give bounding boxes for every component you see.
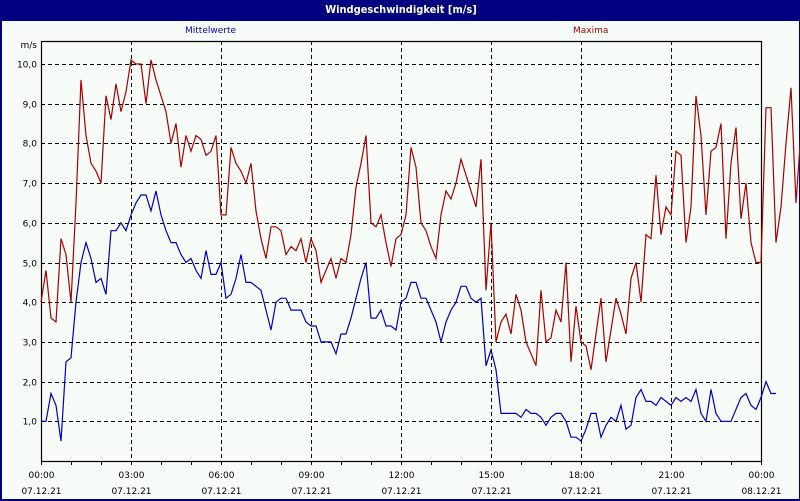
chart-canvas: Mittelwerte Maxima — [2, 21, 799, 499]
y-tick-label: 1,0 — [23, 418, 38, 428]
x-tick-date: 07.12.21 — [291, 487, 331, 497]
y-tick-label: 4,0 — [23, 299, 38, 309]
legend-mean: Mittelwerte — [185, 26, 237, 36]
y-tick-label: 9,0 — [23, 101, 38, 111]
y-axis-unit: m/s — [21, 41, 38, 51]
series-line-mittelwerte — [41, 190, 776, 443]
x-tick-time: 18:00 — [569, 471, 595, 481]
legend-max: Maxima — [573, 26, 609, 36]
x-tick-date: 07.12.21 — [111, 487, 151, 497]
y-tick-label: 7,0 — [23, 180, 38, 190]
x-tick-time: 06:00 — [209, 471, 235, 481]
x-tick-time: 03:00 — [119, 471, 145, 481]
x-tick-date: 07.12.21 — [201, 487, 241, 497]
x-tick-date: 07.12.21 — [21, 487, 61, 497]
series-line-maxima — [40, 58, 800, 370]
x-tick-time: 21:00 — [659, 471, 685, 481]
x-tick-time: 09:00 — [299, 471, 325, 481]
x-tick-date: 08.12.21 — [741, 487, 781, 497]
x-tick-date: 07.12.21 — [561, 487, 601, 497]
x-tick-date: 07.12.21 — [381, 487, 421, 497]
x-tick-time: 15:00 — [479, 471, 505, 481]
x-tick-time: 00:00 — [749, 471, 775, 481]
y-tick-label: 3,0 — [23, 339, 38, 349]
y-tick-label: 10,0 — [17, 61, 37, 71]
x-tick-time: 12:00 — [389, 471, 415, 481]
y-tick-label: 2,0 — [23, 379, 38, 389]
x-tick-date: 07.12.21 — [471, 487, 511, 497]
y-tick-label: 5,0 — [23, 260, 38, 270]
plot-frame — [40, 40, 763, 463]
x-tick-date: 07.12.21 — [651, 487, 691, 497]
y-tick-label: 6,0 — [23, 220, 38, 230]
chart-title: Windgeschwindigkeit [m/s] — [1, 1, 800, 21]
y-tick-label: 8,0 — [23, 140, 38, 150]
x-tick-time: 00:00 — [29, 471, 55, 481]
